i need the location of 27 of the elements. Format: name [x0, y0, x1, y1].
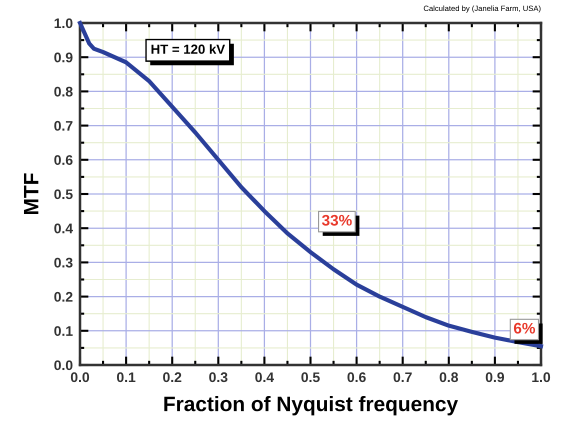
y-tick-label: 0.3 — [54, 258, 73, 268]
y-tick-label: 0.2 — [54, 292, 72, 302]
x-tick-label: 0.1 — [116, 372, 136, 382]
x-tick-label: 0.9 — [486, 372, 504, 382]
x-tick-label: 0.4 — [255, 372, 274, 382]
y-tick-label: 0.8 — [54, 86, 73, 97]
x-tick-label: 0.7 — [394, 372, 412, 382]
y-tick-label: 0.5 — [54, 189, 73, 200]
x-tick-label: 0.8 — [440, 372, 458, 382]
annotation: 6% — [514, 322, 536, 334]
y-axis-title: MTF — [24, 173, 38, 214]
y-tick-label: 1.0 — [54, 18, 72, 28]
y-tick-label: 0.9 — [54, 52, 73, 62]
y-tick-label: 0.4 — [54, 224, 73, 234]
y-tick-label: 0.7 — [54, 120, 72, 131]
x-tick-label: 0.2 — [163, 372, 182, 382]
annotation: 33% — [322, 214, 352, 226]
x-tick-label: 1.0 — [532, 372, 550, 382]
annotation: HT = 120 kV — [152, 44, 226, 54]
y-tick-label: 0.1 — [54, 326, 73, 336]
y-tick-label: 0.6 — [54, 155, 73, 165]
x-tick-label: 0.3 — [209, 372, 228, 382]
x-tick-label: 0.6 — [347, 372, 366, 382]
x-tick-label: 0.5 — [301, 372, 320, 382]
y-tick-label: 0.0 — [54, 360, 72, 370]
x-axis-title: Fraction of Nyquist frequency — [164, 396, 458, 416]
x-tick-label: 0.0 — [70, 372, 90, 382]
